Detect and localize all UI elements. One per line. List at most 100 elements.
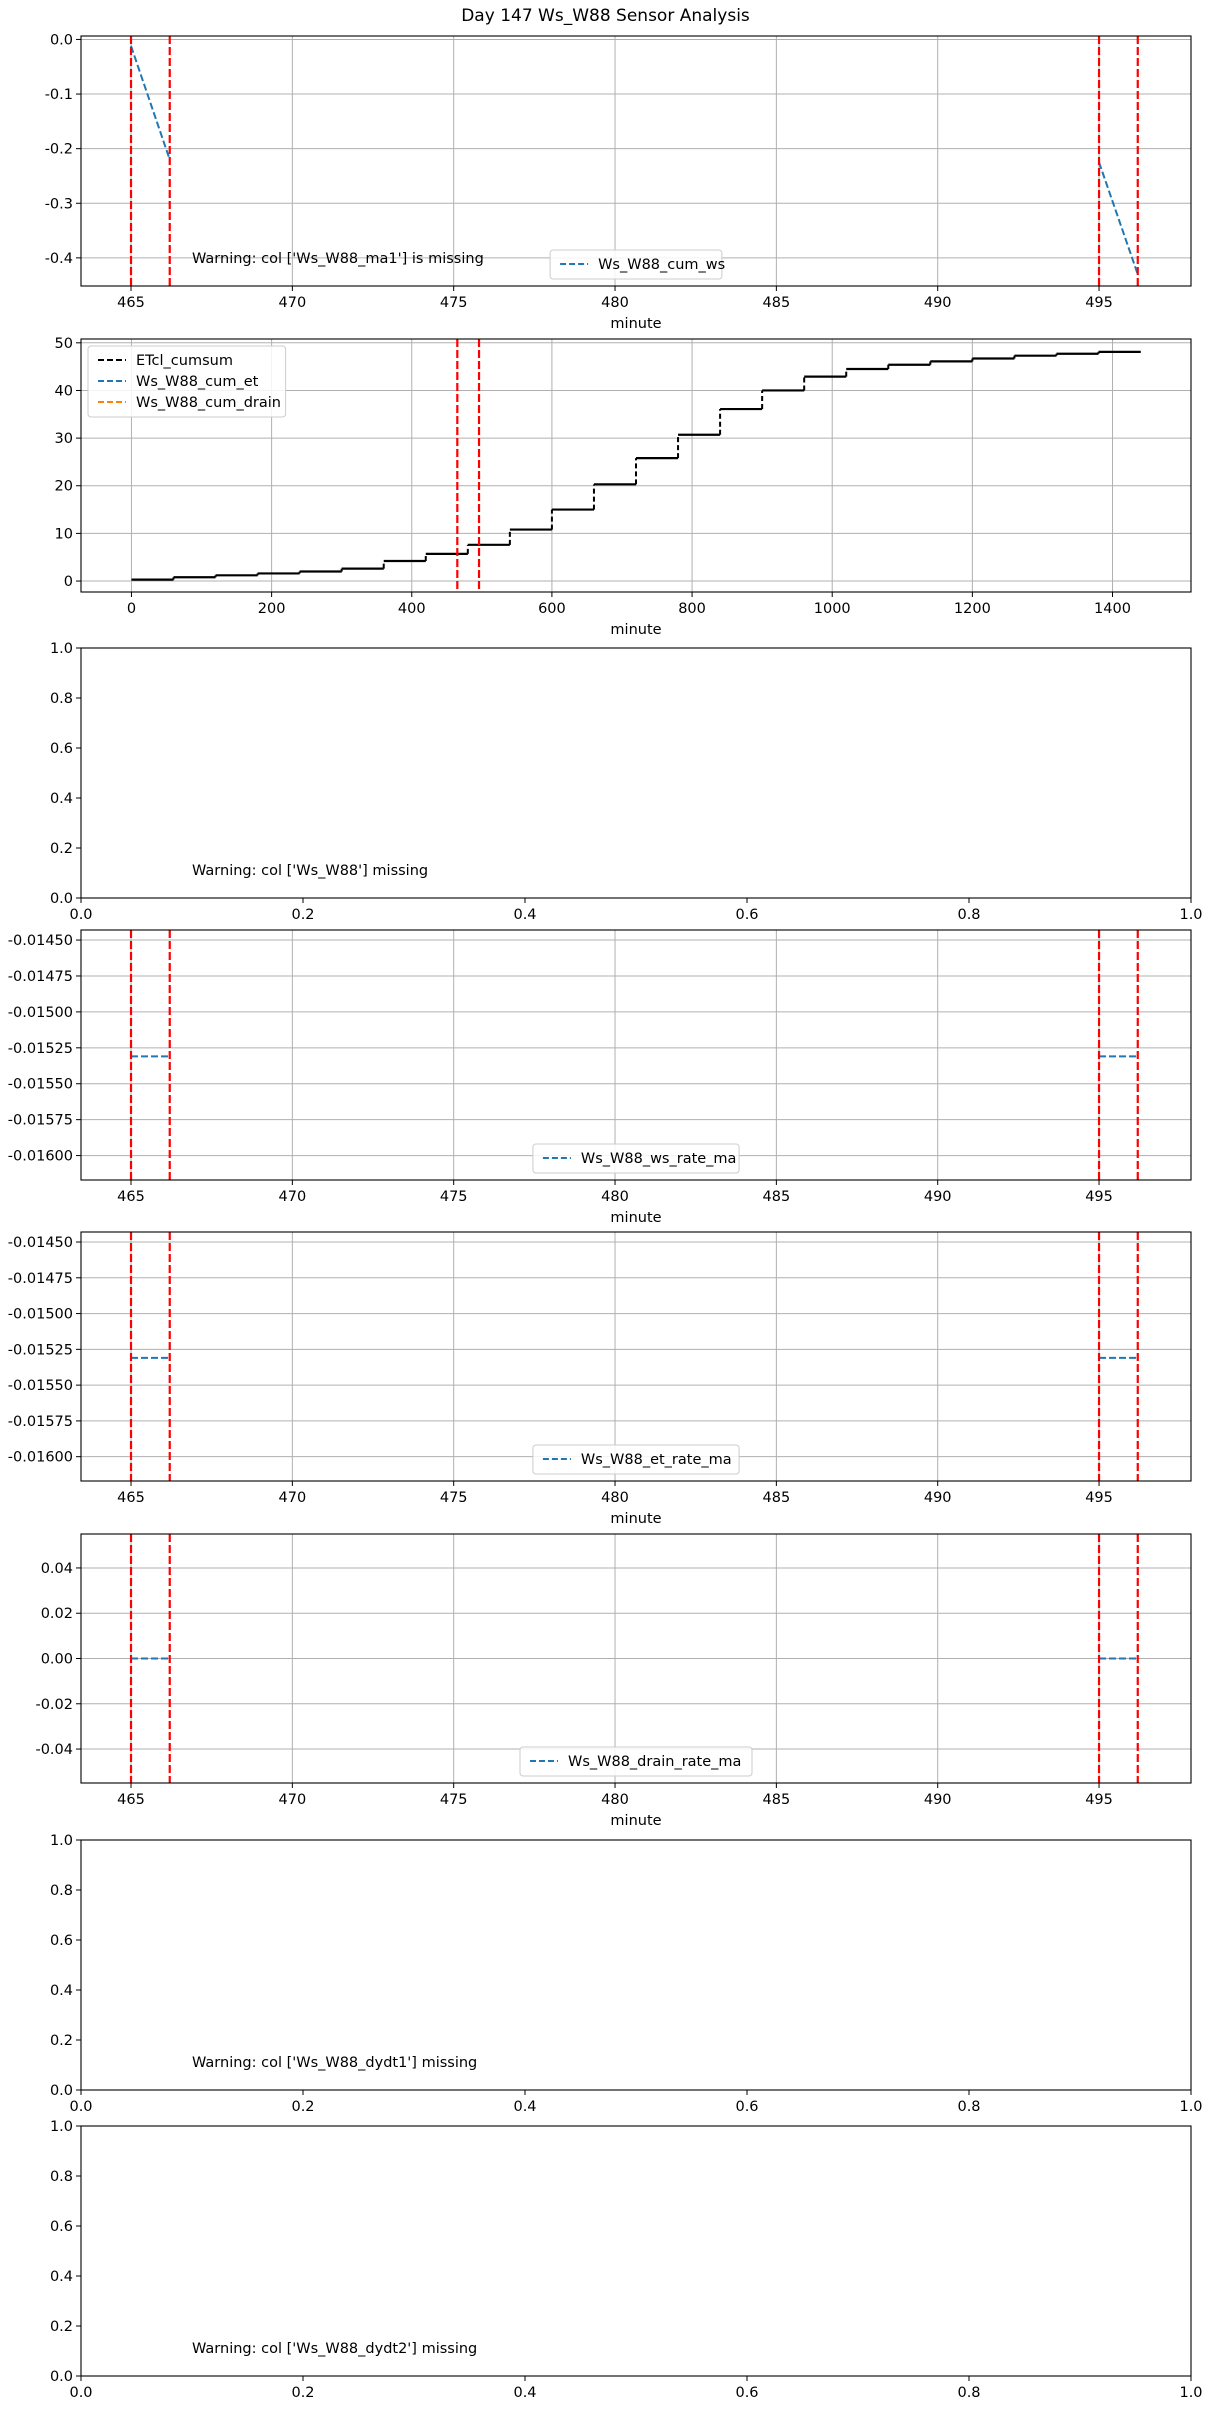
y-tick-label: -0.01600 <box>8 1450 73 1466</box>
x-tick-label: 0.2 <box>291 2385 314 2401</box>
legend-label: Ws_W88_cum_drain <box>136 395 281 411</box>
x-tick-label: 0.2 <box>291 907 314 923</box>
legend-box <box>87 345 287 418</box>
legend-box <box>532 1143 740 1174</box>
x-tick-label: 1.0 <box>1179 2385 1202 2401</box>
axes-frame <box>80 35 1192 287</box>
y-tick-label: -0.4 <box>45 251 73 267</box>
x-tick-label: 0.2 <box>291 2099 314 2115</box>
legend-box <box>549 249 723 280</box>
y-tick-label: 20 <box>55 479 73 495</box>
x-tick-label: 600 <box>538 601 566 617</box>
y-tick-label: 0.4 <box>50 791 73 807</box>
x-tick-label: 1400 <box>1094 601 1131 617</box>
series-ws-w88-cum-ws <box>130 45 1139 275</box>
chart-panel-4: 465 470 475 480 485 490 495 -0.01450 -0.01475 -0.… <box>8 929 1192 1226</box>
legend: Ws_W88_drain_rate_ma <box>519 1746 753 1777</box>
x-tick-label: 0.4 <box>513 907 536 923</box>
x-tick-label: 800 <box>678 601 706 617</box>
x-tick-label: 495 <box>1085 295 1113 311</box>
y-tick-label: 0 <box>64 574 73 590</box>
chart-panel-7: 0.0 0.2 0.4 0.6 0.8 1.0 0.0 0.2 0.4 0.6 0.8 1.0 Warn… <box>50 1833 1203 2115</box>
chart-panel-1: 465 470 475 480 485 490 495 0.0 -0.1 -0.2 -0.3 -0.4… <box>45 32 1192 332</box>
x-tick-label: 465 <box>117 1490 145 1506</box>
y-tick-label: 0.0 <box>50 891 73 907</box>
y-tick-label: -0.1 <box>45 87 73 103</box>
chart-panel-8: 0.0 0.2 0.4 0.6 0.8 1.0 0.0 0.2 0.4 0.6 0.8 1.0 Warn… <box>50 2119 1203 2401</box>
series-etcl-cumsum <box>131 350 1141 581</box>
y-tick-label: 0.02 <box>41 1606 73 1622</box>
legend-label: ETcl_cumsum <box>136 353 233 369</box>
plot-area <box>129 1534 1139 1783</box>
x-tick-label: 475 <box>440 1490 468 1506</box>
x-tick-label: 475 <box>440 1792 468 1808</box>
x-axis-label: minute <box>610 1210 661 1226</box>
x-tick-label: 480 <box>601 1792 629 1808</box>
series-line <box>130 45 171 160</box>
y-tick-label: -0.01525 <box>8 1041 73 1057</box>
y-tick-label: -0.01450 <box>8 933 73 949</box>
y-tick-label: 30 <box>55 431 73 447</box>
y-tick-label: 10 <box>55 526 73 542</box>
legend: Ws_W88_cum_ws <box>549 249 725 280</box>
y-tick-label: 0.8 <box>50 2169 73 2185</box>
x-tick-label: 0.0 <box>69 2099 92 2115</box>
legend: ETcl_cumsum Ws_W88_cum_et Ws_W88_cum_drain <box>87 345 287 418</box>
y-tick-label: 1.0 <box>50 641 73 657</box>
y-tick-label: -0.01525 <box>8 1342 73 1358</box>
y-tick-label: 0.4 <box>50 2269 73 2285</box>
y-tick-label: 0.8 <box>50 691 73 707</box>
x-axis-label: minute <box>610 1813 661 1829</box>
axes-frame <box>80 1839 1192 2091</box>
y-tick-label: -0.01550 <box>8 1378 73 1394</box>
x-tick-label: 470 <box>279 1792 307 1808</box>
x-tick-label: 1.0 <box>1179 2099 1202 2115</box>
x-tick-label: 490 <box>924 1490 952 1506</box>
y-tick-label: 0.0 <box>50 2083 73 2099</box>
y-tick-label: 0.8 <box>50 1883 73 1899</box>
x-tick-label: 0 <box>127 601 136 617</box>
y-tick-label: -0.01550 <box>8 1077 73 1093</box>
axes-frame <box>80 2125 1192 2377</box>
y-tick-label: 0.0 <box>50 2369 73 2385</box>
warning-annotation: Warning: col ['Ws_W88_dydt2'] missing <box>192 2341 477 2357</box>
legend-box <box>532 1444 740 1475</box>
figure-title: Day 147 Ws_W88 Sensor Analysis <box>461 6 750 26</box>
legend-label: Ws_W88_ws_rate_ma <box>581 1151 737 1167</box>
x-tick-label: 0.8 <box>957 907 980 923</box>
legend-label: Ws_W88_cum_ws <box>598 257 725 273</box>
y-tick-label: -0.2 <box>45 142 73 158</box>
x-tick-label: 480 <box>601 1189 629 1205</box>
y-tick-label: -0.04 <box>35 1742 73 1758</box>
x-tick-label: 490 <box>924 1792 952 1808</box>
y-tick-label: -0.3 <box>45 196 73 212</box>
plot-area <box>129 36 1139 286</box>
x-tick-label: 485 <box>763 1490 791 1506</box>
warning-annotation: Warning: col ['Ws_W88_ma1'] is missing <box>192 251 484 267</box>
x-tick-label: 470 <box>279 295 307 311</box>
x-tick-label: 495 <box>1085 1490 1113 1506</box>
y-tick-label: -0.02 <box>35 1697 73 1713</box>
y-tick-label: -0.01475 <box>8 1271 73 1287</box>
x-tick-label: 485 <box>763 1189 791 1205</box>
legend-label: Ws_W88_drain_rate_ma <box>568 1754 741 1770</box>
y-tick-label: 0.00 <box>41 1652 73 1668</box>
y-tick-label: -0.01575 <box>8 1414 73 1430</box>
y-tick-label: 0.6 <box>50 2219 73 2235</box>
warning-annotation: Warning: col ['Ws_W88_dydt1'] missing <box>192 2055 477 2071</box>
plot-area <box>129 1232 1139 1481</box>
x-tick-label: 465 <box>117 1792 145 1808</box>
y-tick-label: 1.0 <box>50 1833 73 1849</box>
y-tick-label: 0.6 <box>50 741 73 757</box>
x-tick-label: 1.0 <box>1179 907 1202 923</box>
x-tick-label: 490 <box>924 295 952 311</box>
x-tick-label: 0.0 <box>69 2385 92 2401</box>
legend: Ws_W88_et_rate_ma <box>532 1444 740 1475</box>
x-tick-label: 0.6 <box>735 2385 758 2401</box>
x-tick-label: 475 <box>440 295 468 311</box>
y-tick-label: -0.01575 <box>8 1113 73 1129</box>
x-tick-label: 0.8 <box>957 2385 980 2401</box>
x-tick-label: 495 <box>1085 1189 1113 1205</box>
plot-area <box>131 339 1141 592</box>
legend-box <box>519 1746 753 1777</box>
